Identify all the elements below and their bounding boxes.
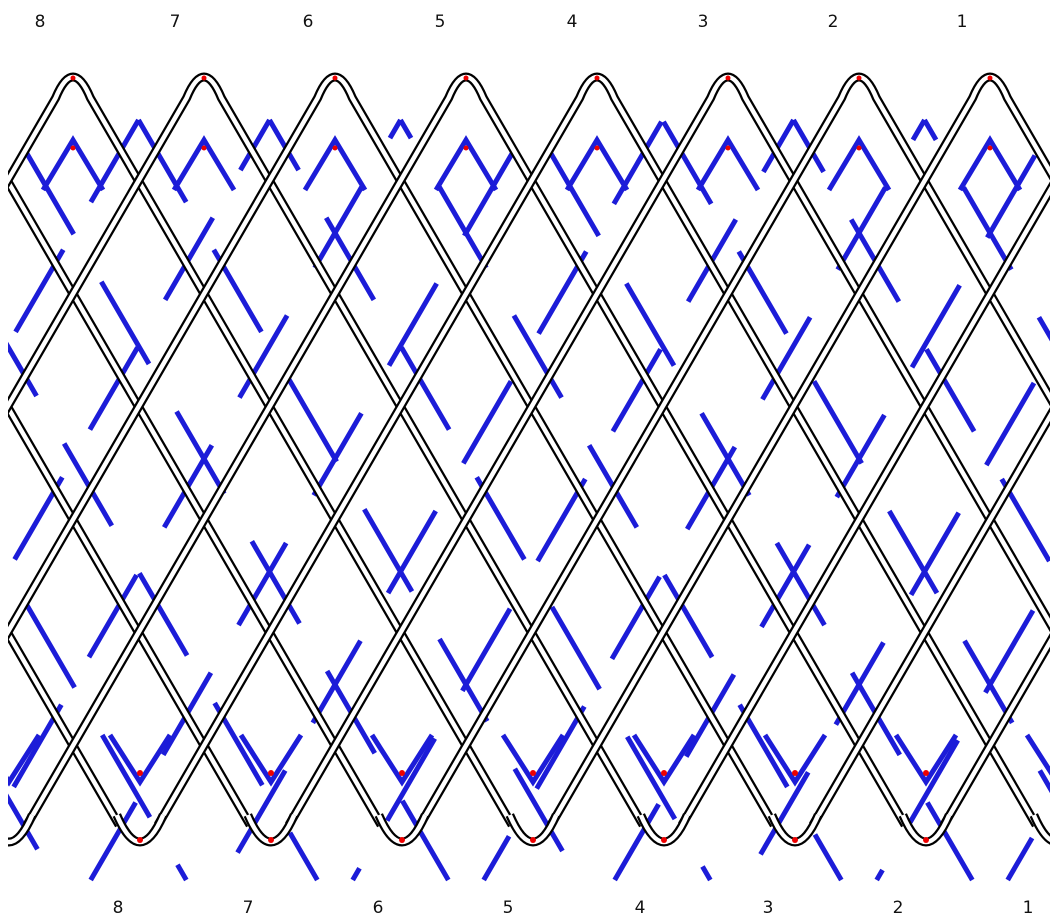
pin bbox=[923, 770, 929, 776]
pin bbox=[594, 75, 600, 81]
pin bbox=[399, 770, 405, 776]
thread-segment bbox=[8, 118, 451, 882]
pin bbox=[70, 145, 76, 151]
pin bbox=[856, 75, 862, 81]
column-number: 7 bbox=[170, 12, 181, 32]
strand-inner bbox=[24, 75, 908, 827]
pin bbox=[137, 770, 143, 776]
pin bbox=[856, 145, 862, 151]
pin bbox=[201, 145, 207, 151]
strand-outline bbox=[23, 72, 909, 828]
thread-chevron bbox=[8, 733, 42, 787]
column-number: 5 bbox=[435, 12, 446, 32]
thread-segment bbox=[8, 118, 272, 576]
label-layer: 8 7 6 5 4 3 2 1 8 7 6 5 4 3 2 1 bbox=[35, 12, 1034, 918]
thread-chevron bbox=[500, 733, 566, 787]
thread-segment bbox=[612, 124, 1050, 882]
thread-chevron bbox=[433, 135, 499, 192]
pin bbox=[70, 75, 76, 81]
strand-inner bbox=[155, 75, 1039, 827]
pin bbox=[530, 770, 536, 776]
pin bbox=[661, 770, 667, 776]
thread-segment bbox=[874, 576, 1050, 882]
pin bbox=[332, 75, 338, 81]
thread-chevron bbox=[40, 135, 106, 192]
column-number: 3 bbox=[763, 898, 774, 918]
pin bbox=[923, 837, 929, 843]
pin bbox=[530, 837, 536, 843]
pin bbox=[268, 770, 274, 776]
pin bbox=[792, 837, 798, 843]
column-number: 2 bbox=[828, 12, 839, 32]
thread-chevron bbox=[107, 733, 173, 787]
thread-chevron bbox=[893, 733, 959, 787]
thread-chevron bbox=[1024, 733, 1050, 776]
thread-segment bbox=[88, 118, 534, 882]
strand-outline bbox=[154, 72, 1040, 828]
thread-segment bbox=[350, 118, 796, 882]
thread-segment bbox=[8, 120, 10, 125]
thread-segment bbox=[267, 118, 713, 882]
thread-segment bbox=[8, 341, 320, 882]
thread-segment bbox=[8, 567, 189, 882]
thread-chevron bbox=[957, 135, 1023, 192]
pin bbox=[399, 837, 405, 843]
column-number: 6 bbox=[303, 12, 314, 32]
strand-inner bbox=[8, 814, 35, 845]
pin bbox=[594, 145, 600, 151]
column-number: 8 bbox=[35, 12, 46, 32]
thread-chevron bbox=[171, 135, 237, 192]
strand-inner bbox=[1031, 814, 1050, 843]
pin bbox=[725, 75, 731, 81]
thread-chevron bbox=[826, 135, 892, 192]
pin bbox=[463, 75, 469, 81]
thread-chevron bbox=[631, 733, 697, 787]
thread-segment bbox=[481, 118, 927, 882]
pin bbox=[792, 770, 798, 776]
thread-segment bbox=[219, 118, 665, 882]
thread-chevron bbox=[564, 135, 630, 192]
pin bbox=[268, 837, 274, 843]
thread-segment bbox=[529, 118, 975, 882]
thread-chevron bbox=[302, 135, 368, 192]
pin bbox=[987, 145, 993, 151]
thread-segment bbox=[398, 118, 844, 882]
thread-segment bbox=[791, 118, 1050, 568]
pin-layer bbox=[70, 75, 993, 843]
column-number: 7 bbox=[243, 898, 254, 918]
thread-chevron bbox=[238, 733, 304, 787]
pin bbox=[137, 837, 143, 843]
pin bbox=[201, 75, 207, 81]
pin bbox=[463, 145, 469, 151]
column-number: 4 bbox=[635, 898, 646, 918]
pin bbox=[332, 145, 338, 151]
pin bbox=[661, 837, 667, 843]
column-number: 5 bbox=[503, 898, 514, 918]
thread-segment bbox=[922, 118, 1050, 342]
pin bbox=[987, 75, 993, 81]
pin bbox=[725, 145, 731, 151]
column-number: 3 bbox=[698, 12, 709, 32]
thread-chevron bbox=[695, 135, 761, 192]
column-number: 4 bbox=[567, 12, 578, 32]
thread-segment bbox=[8, 118, 403, 802]
strand-outline bbox=[8, 398, 254, 828]
column-number: 8 bbox=[113, 898, 124, 918]
thread-layer bbox=[8, 118, 1050, 882]
thread-chevron bbox=[369, 733, 435, 787]
column-number: 6 bbox=[373, 898, 384, 918]
column-number: 1 bbox=[1023, 898, 1034, 918]
column-number: 2 bbox=[893, 898, 904, 918]
braid-layer bbox=[8, 72, 1050, 847]
column-number: 1 bbox=[957, 12, 968, 32]
thread-chevron bbox=[762, 733, 828, 787]
